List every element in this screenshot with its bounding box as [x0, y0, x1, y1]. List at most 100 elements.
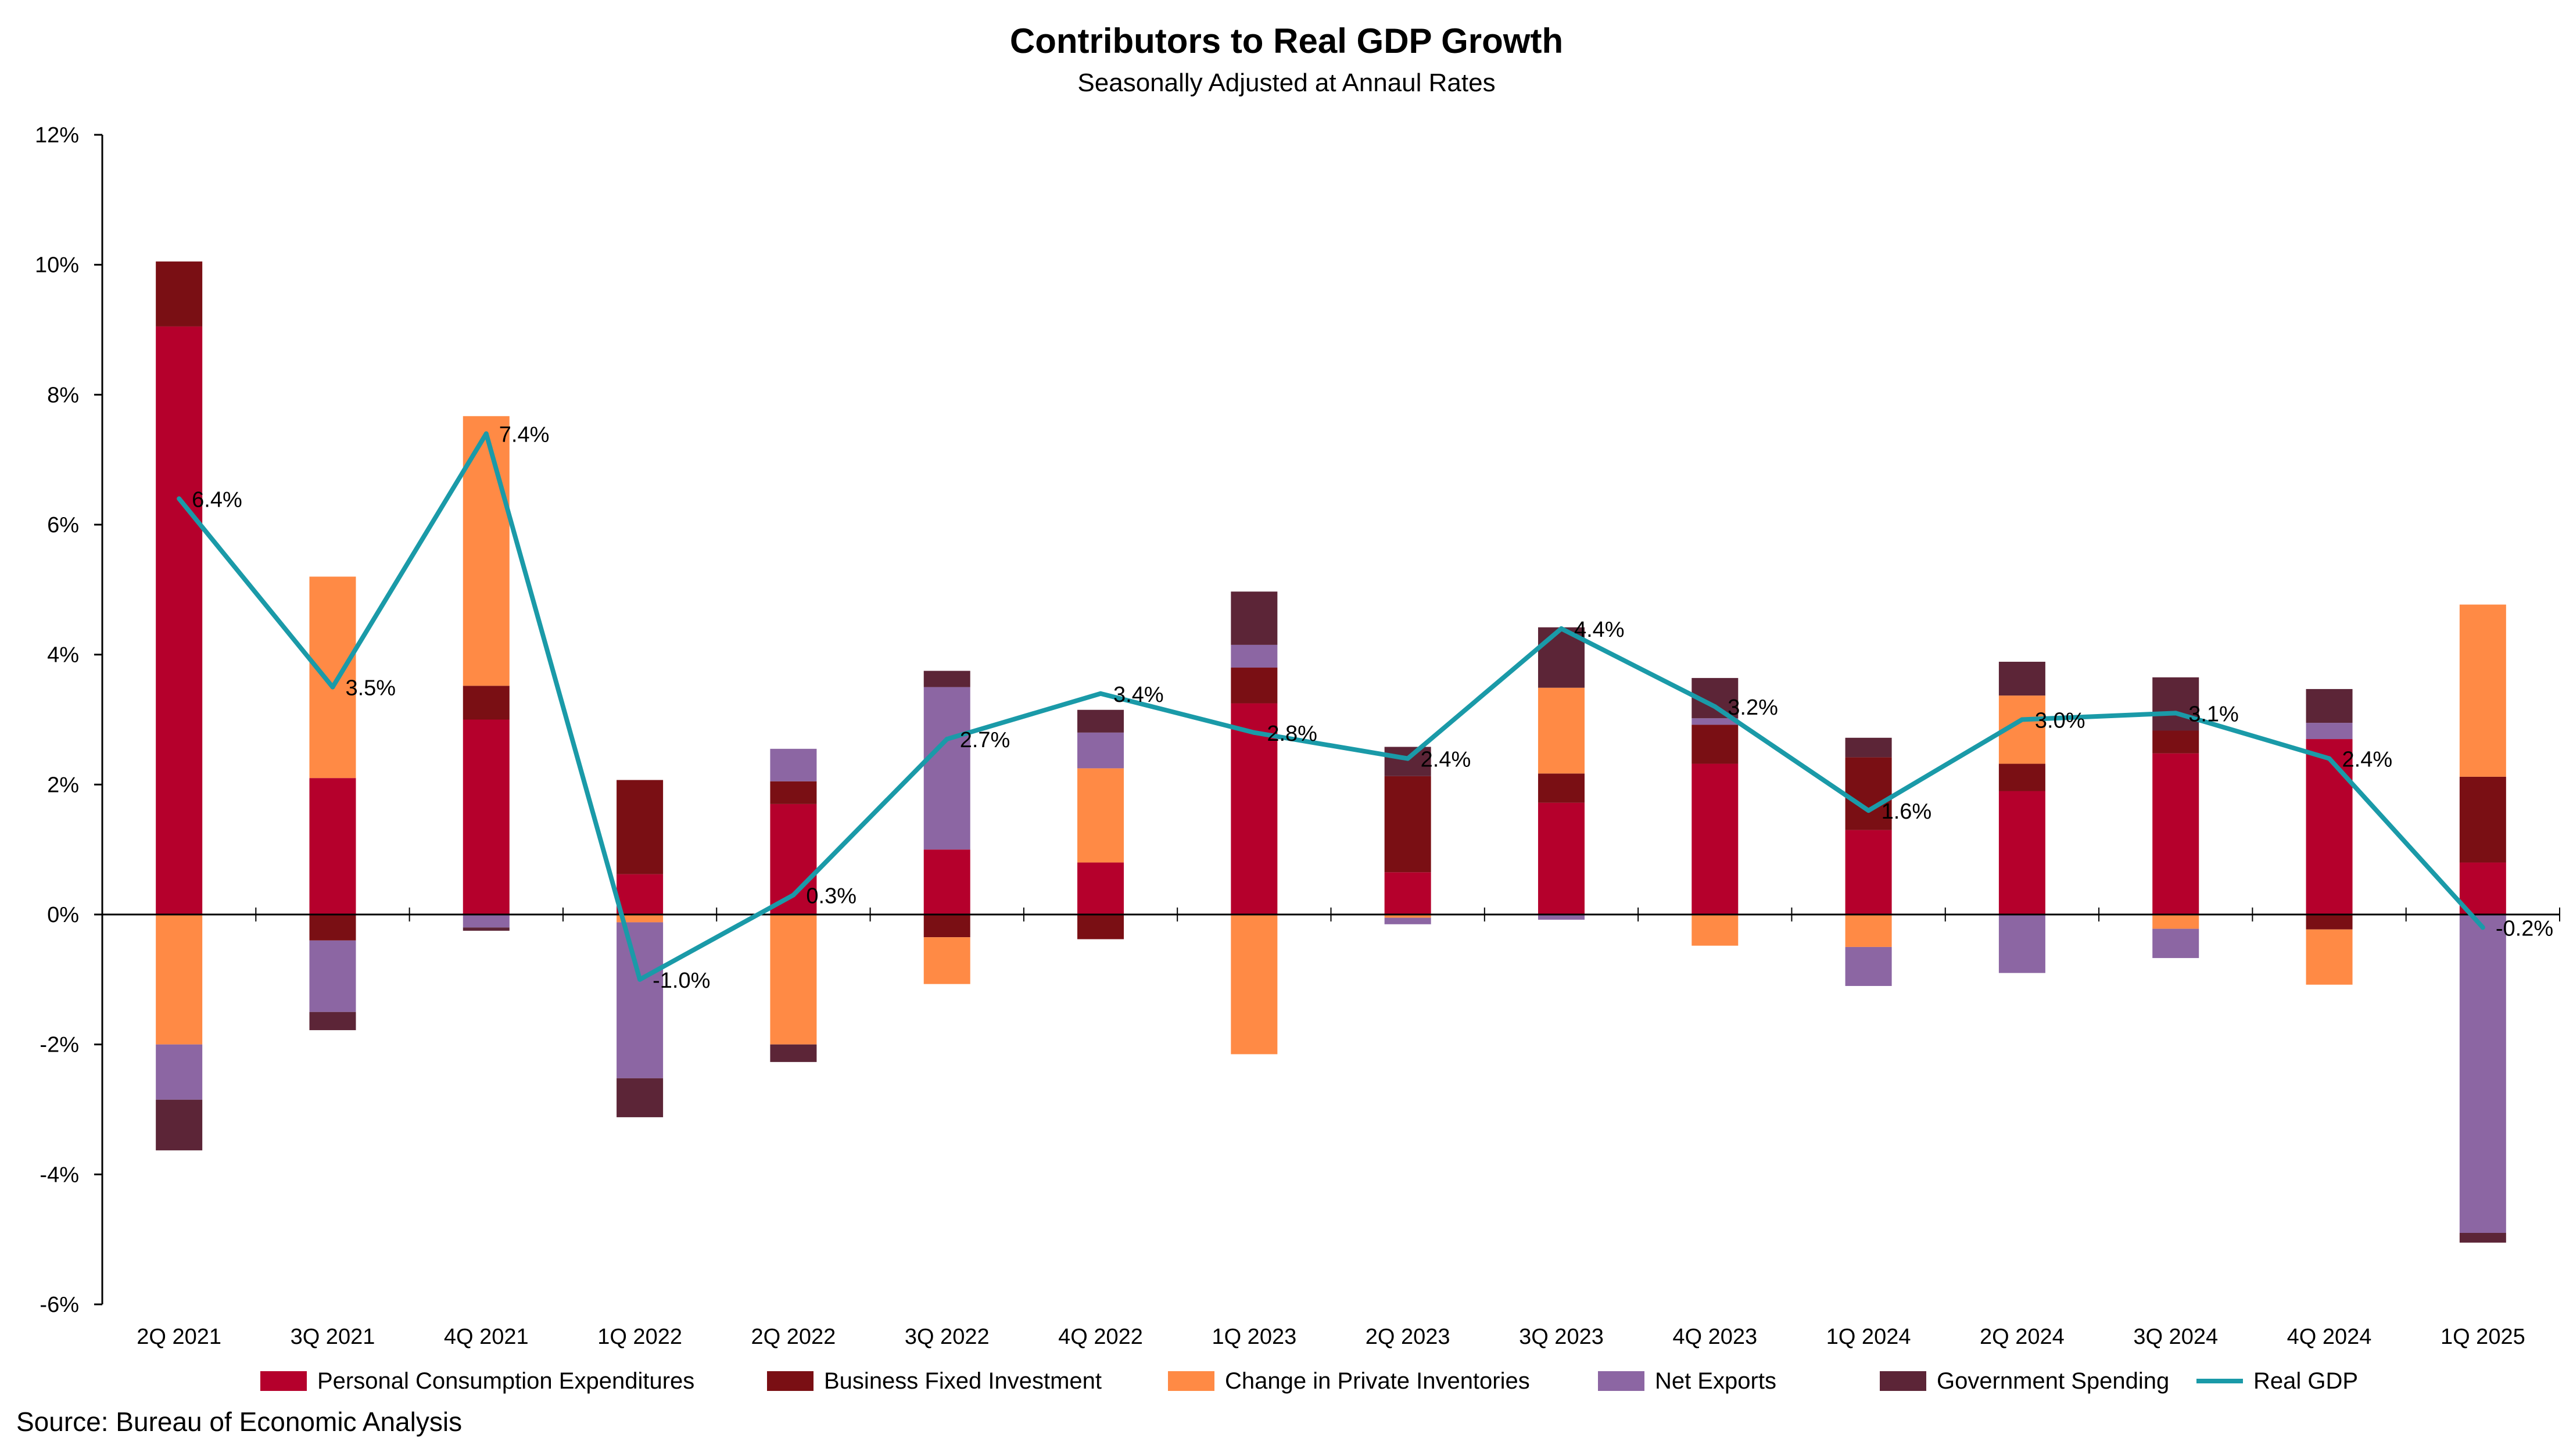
real-gdp-point: [330, 684, 335, 690]
bar-0-15: [2459, 862, 2506, 915]
bar-3-8: [1384, 917, 1431, 924]
real-gdp-point: [1098, 691, 1103, 696]
bar-4-6: [1077, 709, 1124, 733]
x-tick-label: 1Q 2025: [2441, 1325, 2525, 1349]
legend-swatch: [260, 1371, 307, 1391]
bar-2-5: [923, 937, 970, 984]
bar-3-0: [156, 1044, 203, 1100]
real-gdp-data-label: 2.7%: [960, 728, 1010, 752]
bar-2-7: [1231, 915, 1278, 1055]
bar-4-14: [2306, 688, 2353, 723]
legend-label: Change in Private Inventories: [1225, 1368, 1530, 1394]
bar-1-13: [2152, 730, 2199, 754]
bar-0-6: [1077, 862, 1124, 915]
axes: 12% 10% 8% 6% 4% 2% 0% -2% -4% -6% 2Q 2021 3Q 2021 4…: [35, 123, 2560, 1349]
bar-4-12: [1998, 661, 2045, 696]
real-gdp-point: [2019, 717, 2024, 722]
bar-1-15: [2459, 776, 2506, 863]
bar-3-13: [2152, 928, 2199, 958]
y-tick-label: -2%: [40, 1033, 79, 1057]
bar-2-0: [156, 915, 203, 1045]
legend-label: Personal Consumption Expenditures: [317, 1368, 694, 1394]
bar-3-2: [463, 915, 510, 928]
bar-1-4: [770, 781, 817, 804]
real-gdp-point: [791, 892, 796, 898]
bar-4-15: [2459, 1232, 2506, 1243]
bar-4-11: [1845, 737, 1892, 758]
bar-3-1: [309, 940, 356, 1012]
bar-0-2: [463, 719, 510, 915]
legend-label: Real GDP: [2253, 1368, 2358, 1394]
y-tick-label: 6%: [47, 513, 79, 537]
y-tick-label: 12%: [35, 123, 79, 148]
bar-1-10: [1692, 725, 1739, 764]
real-gdp-data-label: 4.4%: [1574, 618, 1625, 642]
y-tick-label: 10%: [35, 253, 79, 278]
x-tick-label: 4Q 2023: [1672, 1325, 1757, 1349]
bar-3-10: [1692, 718, 1739, 725]
x-tick-label: 4Q 2022: [1058, 1325, 1143, 1349]
bar-3-4: [770, 748, 817, 781]
y-tick-label: -4%: [40, 1163, 79, 1187]
bar-4-3: [617, 1078, 664, 1117]
bar-2-10: [1692, 915, 1739, 946]
bar-0-12: [1998, 791, 2045, 915]
bar-1-7: [1231, 668, 1278, 704]
x-tick-label: 4Q 2021: [444, 1325, 529, 1349]
bar-1-5: [923, 915, 970, 938]
bar-4-4: [770, 1044, 817, 1062]
bar-4-2: [463, 927, 510, 931]
bar-3-3: [617, 922, 664, 1078]
legend: Personal Consumption Expenditures Busines…: [260, 1368, 2358, 1394]
real-gdp-data-label: 7.4%: [499, 422, 550, 447]
real-gdp-data-label: 3.1%: [2188, 702, 2239, 726]
real-gdp-point: [1558, 626, 1564, 631]
x-tick-label: 1Q 2024: [1826, 1325, 1911, 1349]
real-gdp-point: [2173, 711, 2178, 716]
real-gdp-data-label: 2.8%: [1267, 722, 1317, 746]
x-tick-label: 3Q 2024: [2133, 1325, 2218, 1349]
x-tick-label: 2Q 2023: [1366, 1325, 1450, 1349]
bar-3-12: [1998, 915, 2045, 973]
real-gdp-point: [944, 737, 949, 742]
real-gdp-data-label: 0.3%: [806, 884, 857, 908]
bar-4-5: [923, 670, 970, 687]
bar-0-10: [1692, 763, 1739, 915]
bar-4-0: [156, 1099, 203, 1150]
bar-3-7: [1231, 644, 1278, 668]
bar-marks: [156, 261, 2506, 1243]
bar-0-1: [309, 778, 356, 915]
real-gdp-point: [1866, 808, 1871, 813]
bar-2-6: [1077, 768, 1124, 863]
bar-4-8: [1384, 747, 1431, 776]
bar-1-2: [463, 686, 510, 720]
bar-1-9: [1538, 773, 1585, 803]
real-gdp-point: [637, 977, 643, 982]
bar-1-8: [1384, 776, 1431, 873]
source-note: Source: Bureau of Economic Analysis: [16, 1407, 463, 1437]
bar-2-8: [1384, 915, 1431, 918]
bar-0-0: [156, 326, 203, 915]
real-gdp-point: [1252, 730, 1257, 735]
real-gdp-point: [1405, 756, 1410, 761]
x-tick-label: 4Q 2024: [2287, 1325, 2372, 1349]
chart-subtitle: Seasonally Adjusted at Annaul Rates: [1077, 69, 1496, 97]
x-tick-label: 3Q 2021: [291, 1325, 375, 1349]
bar-3-14: [2306, 723, 2353, 740]
bar-2-3: [617, 915, 664, 923]
real-gdp-point: [2327, 756, 2332, 761]
real-gdp-data-label: 6.4%: [192, 487, 242, 512]
real-gdp-point: [483, 431, 489, 436]
bar-0-13: [2152, 753, 2199, 915]
real-gdp-point: [1712, 704, 1718, 709]
y-tick-label: 8%: [47, 383, 79, 407]
real-gdp-data-label: 1.6%: [1882, 799, 1932, 824]
bar-0-11: [1845, 830, 1892, 915]
y-tick-label: 2%: [47, 773, 79, 797]
x-tick-label: 3Q 2023: [1519, 1325, 1604, 1349]
bar-3-6: [1077, 732, 1124, 769]
bar-3-11: [1845, 946, 1892, 987]
bar-0-7: [1231, 703, 1278, 915]
real-gdp-data-label: 3.0%: [2035, 709, 2085, 733]
bar-2-14: [2306, 929, 2353, 985]
